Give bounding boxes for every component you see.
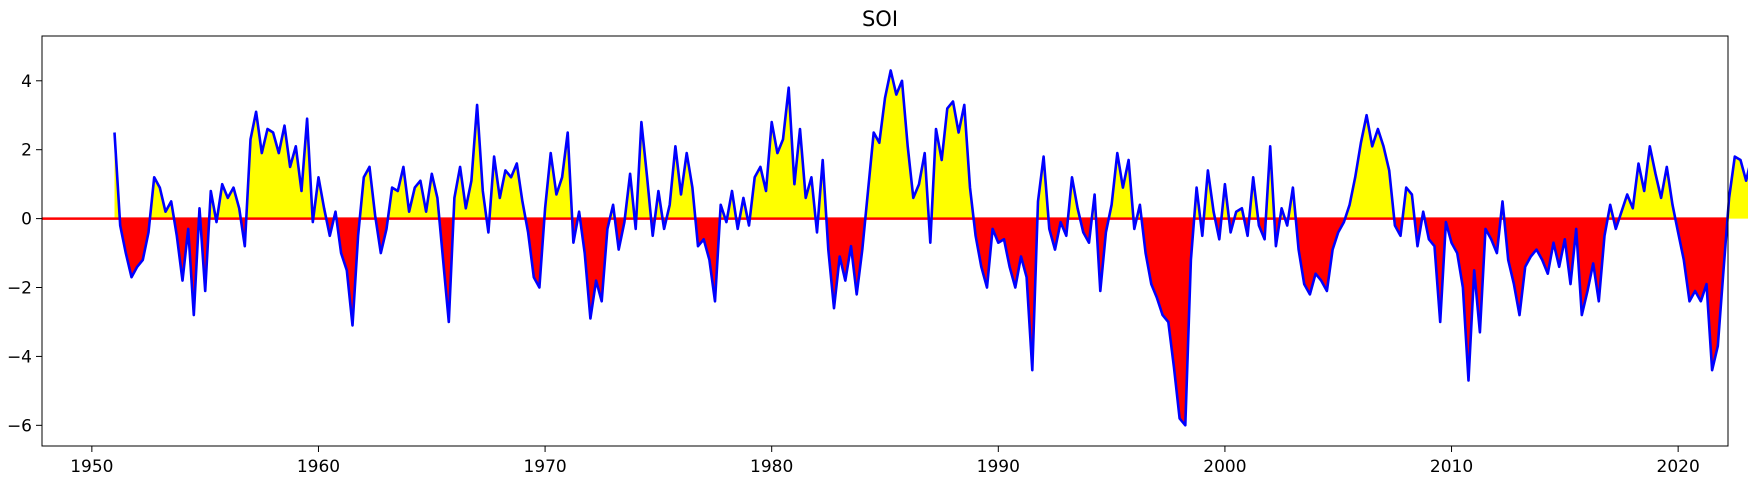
x-tick-label: 2000 (1203, 457, 1246, 477)
y-tick-label: −6 (7, 416, 32, 436)
y-tick-label: −2 (7, 279, 32, 299)
y-axis: 4 2 0 −2 −4 −6 (7, 72, 42, 436)
negative-fill-area (119, 218, 1728, 426)
y-tick-label: 4 (21, 72, 32, 92)
negative-fill-segment (1675, 218, 1728, 371)
x-axis: 1950 1960 1970 1980 1990 2000 2010 2020 (70, 446, 1700, 477)
series-line (113, 69, 1748, 427)
x-tick-label: 1970 (523, 457, 566, 477)
negative-fill-segment (375, 218, 388, 254)
negative-fill-segment (695, 218, 720, 302)
y-tick-label: 0 (21, 210, 32, 230)
chart-title: SOI (862, 7, 898, 31)
x-tick-label: 2010 (1430, 457, 1473, 477)
negative-fill-segment (1096, 218, 1109, 291)
positive-fill-segment (1345, 115, 1395, 219)
positive-fill-segment (1619, 146, 1676, 219)
x-tick-label: 1980 (750, 457, 793, 477)
positive-fill-segment (1037, 156, 1049, 219)
positive-fill-area (114, 70, 1748, 219)
x-tick-label: 1990 (977, 457, 1020, 477)
positive-fill-segment (246, 111, 313, 219)
positive-fill-segment (865, 70, 929, 219)
positive-fill-segment (489, 156, 526, 219)
negative-fill-segment (119, 218, 150, 278)
positive-fill-segment (1727, 156, 1748, 219)
x-tick-label: 1960 (297, 457, 340, 477)
x-tick-label: 2020 (1657, 457, 1700, 477)
y-tick-label: 2 (21, 141, 32, 161)
negative-fill-segment (1141, 218, 1195, 426)
y-tick-label: −4 (7, 347, 32, 367)
positive-fill-segment (749, 87, 816, 219)
negative-fill-segment (1504, 218, 1608, 316)
positive-fill-segment (636, 122, 652, 219)
negative-fill-segment (1295, 218, 1345, 295)
negative-fill-segment (580, 218, 610, 319)
positive-fill-segment (931, 101, 974, 219)
x-tick-label: 1950 (70, 457, 113, 477)
plot-frame (41, 35, 1729, 447)
